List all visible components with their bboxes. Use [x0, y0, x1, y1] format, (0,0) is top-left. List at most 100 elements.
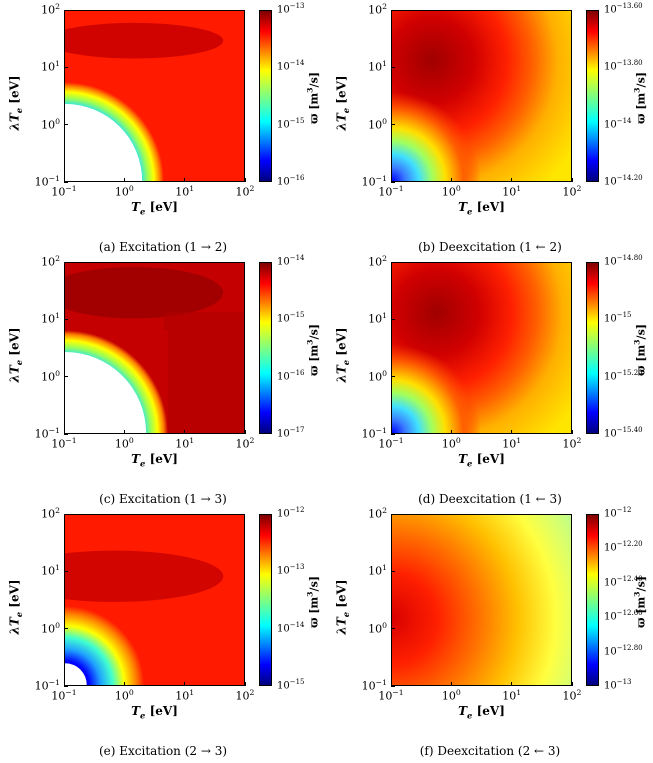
y-tick-mark: [391, 628, 395, 630]
heatmap-plot-area: [64, 262, 245, 434]
colorbar-tick-label: 10−13: [277, 2, 305, 16]
x-axis-label: Te [eV]: [458, 200, 505, 217]
x-tick-mark: [571, 430, 573, 434]
y-tick-mark: [64, 181, 68, 183]
colorbar-tick-label: 10−16: [277, 368, 305, 382]
y-tick-mark: [64, 376, 68, 378]
x-tick-label: 100: [441, 184, 461, 199]
y-tick-label: 102: [41, 506, 60, 521]
heatmap-field: [392, 515, 571, 685]
y-tick-mark: [64, 9, 68, 11]
x-axis-label: Te [eV]: [131, 704, 178, 721]
x-tick-mark: [571, 682, 573, 686]
y-tick-label: 101: [41, 563, 60, 578]
colorbar-tick-label: 10−14: [277, 620, 305, 634]
y-tick-mark: [64, 433, 68, 435]
x-tick-label: 100: [114, 436, 134, 451]
y-tick-mark: [64, 570, 68, 572]
y-tick-mark: [64, 124, 68, 126]
x-tick-mark: [123, 430, 125, 434]
heatmap-plot-area: [391, 262, 572, 434]
colorbar-tick-label: 10−13: [277, 563, 305, 577]
colorbar-tick-label: 10−17: [277, 426, 305, 440]
colorbar-tick-label: 10−14.80: [604, 254, 643, 268]
y-tick-label: 101: [41, 311, 60, 326]
heatmap-plot-area: [391, 514, 572, 686]
x-tick-label: 10−1: [378, 688, 404, 703]
colorbar-tick-label: 10−15: [277, 116, 305, 130]
heatmap-field: [392, 263, 571, 433]
x-tick-mark: [184, 682, 186, 686]
x-tick-label: 100: [114, 184, 134, 199]
x-tick-mark: [571, 178, 573, 182]
x-tick-mark: [511, 682, 513, 686]
colorbar-tick-label: 10−14: [604, 116, 632, 130]
colorbar-tick-label: 10−15: [277, 311, 305, 325]
x-tick-mark: [184, 430, 186, 434]
x-tick-label: 10−1: [51, 688, 77, 703]
colorbar-tick-label: 10−15.20: [604, 368, 643, 382]
chart-panel: 10−1 100 101 102 10−1 100 101 102 λTe [eV] Te [eV…: [327, 506, 653, 763]
figure-caption: (b) Deexcitation (1 ← 2): [418, 240, 562, 254]
x-tick-label: 100: [441, 436, 461, 451]
y-tick-label: 102: [368, 2, 387, 17]
y-axis-label: λTe [eV]: [334, 327, 351, 383]
y-axis-label: λTe [eV]: [334, 75, 351, 131]
colorbar-tick-label: 10−13.60: [604, 2, 643, 16]
x-tick-mark: [123, 178, 125, 182]
colorbar: [586, 10, 599, 182]
y-tick-label: 102: [41, 254, 60, 269]
y-axis-label: λTe [eV]: [334, 579, 351, 635]
colorbar-tick-label: 10−12.40: [604, 574, 643, 589]
y-tick-mark: [391, 685, 395, 687]
y-tick-label: 10−1: [361, 174, 387, 189]
colorbar: [259, 514, 272, 686]
colorbar: [586, 514, 599, 686]
x-tick-mark: [450, 430, 452, 434]
heatmap-plot-area: [64, 10, 245, 182]
colorbar-tick-label: 10−12: [604, 506, 632, 520]
x-tick-label: 102: [562, 688, 582, 703]
chart-panel: 10−1 100 101 102 10−1 100 101 102 λTe [eV] Te [eV…: [327, 254, 653, 511]
colorbar-label: ϖ [m3/s]: [305, 324, 321, 376]
colorbar-label: ϖ [m3/s]: [632, 324, 648, 376]
chart-panel: 10−1 100 101 102 10−1 100 101 102 λTe [eV] Te [eV…: [0, 254, 326, 511]
x-tick-mark: [63, 178, 65, 182]
x-axis-label: Te [eV]: [131, 200, 178, 217]
colorbar-label: ϖ [m3/s]: [305, 72, 321, 124]
colorbar: [586, 262, 599, 434]
colorbar-label: ϖ [m3/s]: [632, 72, 648, 124]
x-tick-mark: [511, 430, 513, 434]
y-tick-mark: [391, 513, 395, 515]
colorbar-tick-label: 10−12.20: [604, 540, 643, 554]
x-tick-mark: [450, 682, 452, 686]
x-tick-mark: [63, 682, 65, 686]
y-tick-mark: [64, 513, 68, 515]
colorbar-tick-label: 10−12.60: [604, 609, 643, 623]
y-tick-label: 10−1: [361, 426, 387, 441]
figure-caption: (a) Excitation (1 → 2): [98, 240, 228, 254]
x-axis-label: Te [eV]: [458, 704, 505, 721]
y-tick-label: 101: [368, 563, 387, 578]
x-tick-mark: [450, 178, 452, 182]
x-tick-label: 102: [562, 436, 582, 451]
y-tick-label: 100: [41, 116, 60, 132]
y-tick-mark: [64, 628, 68, 630]
y-tick-mark: [391, 181, 395, 183]
y-tick-label: 10−1: [34, 426, 60, 441]
x-tick-label: 10−1: [51, 184, 77, 199]
x-tick-label: 101: [502, 688, 522, 703]
y-tick-label: 102: [368, 254, 387, 269]
x-tick-mark: [184, 178, 186, 182]
colorbar: [259, 262, 272, 434]
colorbar-tick-label: 10−14: [277, 254, 305, 268]
chart-panel: 10−1 100 101 102 10−1 100 101 102 λTe [eV] Te [eV…: [327, 2, 653, 259]
y-tick-label: 102: [368, 506, 387, 521]
y-tick-mark: [391, 433, 395, 435]
colorbar-tick-label: 10−15: [604, 311, 632, 325]
y-tick-label: 100: [41, 368, 60, 384]
y-tick-mark: [391, 261, 395, 263]
y-tick-label: 102: [41, 2, 60, 17]
y-axis-label: λTe [eV]: [7, 579, 24, 635]
x-axis-label: Te [eV]: [458, 452, 505, 469]
